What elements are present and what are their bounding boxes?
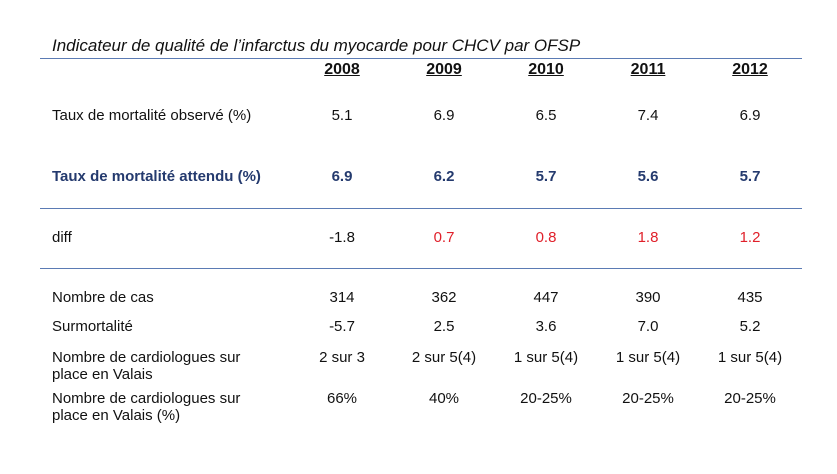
row-label-cardiologists-percent: Nombre de cardiologues sur place en Vala… <box>52 390 241 424</box>
cell: 2.5 <box>433 318 455 335</box>
row-label-diff: diff <box>52 229 72 246</box>
cell: 20-25% <box>520 390 572 407</box>
row-label-excess-mortality: Surmortalité <box>52 318 133 335</box>
cell: 0.7 <box>433 229 455 246</box>
cell: 7.4 <box>637 107 659 124</box>
cell: 6.9 <box>331 168 353 185</box>
cell: 5.6 <box>637 168 659 185</box>
cell: 5.7 <box>739 168 761 185</box>
cell: 3.6 <box>535 318 557 335</box>
row-label-cardiologists: Nombre de cardiologues sur place en Vala… <box>52 349 241 383</box>
cell: 1.8 <box>637 229 659 246</box>
row-label-expected: Taux de mortalité attendu (%) <box>52 168 261 185</box>
cell: 5.2 <box>739 318 761 335</box>
cell: -5.7 <box>329 318 355 335</box>
cell: 20-25% <box>724 390 776 407</box>
cell: 6.2 <box>433 168 455 185</box>
cell: 1 sur 5(4) <box>717 349 783 366</box>
cell: 1 sur 5(4) <box>513 349 579 366</box>
year-header: 2008 <box>324 61 360 78</box>
cell: 435 <box>737 289 763 306</box>
cell: 1.2 <box>739 229 761 246</box>
cell: 314 <box>329 289 355 306</box>
cell: 5.1 <box>331 107 353 124</box>
row-label-cases: Nombre de cas <box>52 289 154 306</box>
section-rule <box>40 268 802 269</box>
cell: 6.5 <box>535 107 557 124</box>
cell: 1 sur 5(4) <box>615 349 681 366</box>
cell: 6.9 <box>433 107 455 124</box>
table-title: Indicateur de qualité de l’infarctus du … <box>52 36 581 55</box>
cell: 362 <box>431 289 457 306</box>
cell: 6.9 <box>739 107 761 124</box>
cell: 0.8 <box>535 229 557 246</box>
cell: 40% <box>428 390 460 407</box>
cell: -1.8 <box>329 229 355 246</box>
section-rule <box>40 208 802 209</box>
year-header: 2011 <box>630 61 666 78</box>
cell: 20-25% <box>622 390 674 407</box>
cell: 66% <box>326 390 358 407</box>
cell: 447 <box>533 289 559 306</box>
cell: 5.7 <box>535 168 557 185</box>
cell: 2 sur 3 <box>319 349 365 366</box>
cell: 7.0 <box>637 318 659 335</box>
cell: 2 sur 5(4) <box>411 349 477 366</box>
cell: 390 <box>635 289 661 306</box>
year-header: 2009 <box>426 61 462 78</box>
year-header: 2010 <box>528 61 564 78</box>
title-rule <box>40 58 802 59</box>
year-header: 2012 <box>732 61 768 78</box>
row-label-observed: Taux de mortalité observé (%) <box>52 107 252 124</box>
